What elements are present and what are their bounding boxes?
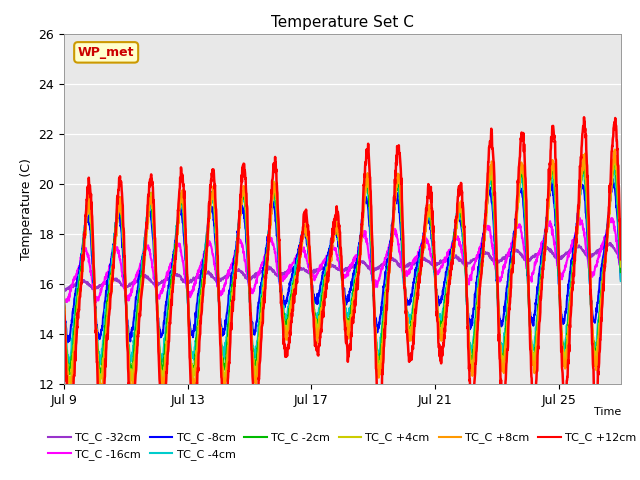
TC_C -16cm bbox=[316, 262, 324, 268]
Text: Time: Time bbox=[593, 407, 621, 417]
TC_C -2cm bbox=[617, 269, 625, 275]
TC_C -8cm bbox=[609, 176, 616, 182]
TC_C +12cm bbox=[316, 335, 324, 340]
Line: TC_C -8cm: TC_C -8cm bbox=[64, 179, 621, 342]
TC_C -16cm bbox=[602, 234, 609, 240]
TC_C +8cm bbox=[60, 293, 68, 299]
TC_C -2cm bbox=[601, 256, 609, 262]
TC_C -4cm bbox=[89, 251, 97, 256]
TC_C -2cm bbox=[60, 298, 68, 303]
TC_C -4cm bbox=[601, 256, 609, 262]
TC_C +4cm bbox=[601, 255, 609, 261]
TC_C +8cm bbox=[89, 245, 97, 251]
TC_C -8cm bbox=[89, 262, 97, 267]
TC_C -2cm bbox=[499, 356, 506, 361]
TC_C -4cm bbox=[60, 296, 68, 301]
TC_C +12cm bbox=[617, 256, 625, 262]
TC_C -16cm bbox=[92, 300, 100, 305]
TC_C -4cm bbox=[499, 344, 506, 349]
Line: TC_C +8cm: TC_C +8cm bbox=[64, 149, 621, 401]
TC_C +8cm bbox=[617, 257, 625, 263]
TC_C -2cm bbox=[316, 307, 324, 312]
TC_C -4cm bbox=[331, 226, 339, 232]
TC_C -16cm bbox=[88, 279, 96, 285]
TC_C -32cm bbox=[601, 243, 609, 249]
TC_C -8cm bbox=[499, 318, 506, 324]
TC_C -32cm bbox=[60, 286, 68, 292]
TC_C -32cm bbox=[61, 288, 69, 294]
TC_C +8cm bbox=[611, 146, 619, 152]
TC_C +4cm bbox=[601, 260, 609, 266]
TC_C +12cm bbox=[60, 304, 68, 310]
TC_C +8cm bbox=[499, 364, 506, 370]
TC_C -4cm bbox=[601, 252, 609, 258]
TC_C +4cm bbox=[67, 384, 74, 390]
TC_C +8cm bbox=[331, 227, 339, 232]
TC_C -4cm bbox=[65, 362, 72, 368]
TC_C -32cm bbox=[606, 240, 614, 246]
TC_C -2cm bbox=[331, 228, 339, 233]
TC_C -2cm bbox=[89, 248, 97, 253]
TC_C +12cm bbox=[331, 215, 339, 220]
Line: TC_C +12cm: TC_C +12cm bbox=[64, 117, 621, 424]
TC_C -32cm bbox=[617, 252, 625, 258]
TC_C -8cm bbox=[331, 224, 339, 229]
TC_C +12cm bbox=[97, 421, 105, 427]
TC_C -8cm bbox=[60, 300, 68, 306]
TC_C +12cm bbox=[88, 222, 96, 228]
TC_C -2cm bbox=[65, 372, 72, 377]
TC_C +12cm bbox=[602, 259, 609, 264]
Legend: TC_C -32cm, TC_C -16cm, TC_C -8cm, TC_C -4cm, TC_C -2cm, TC_C +4cm, TC_C +8cm, T: TC_C -32cm, TC_C -16cm, TC_C -8cm, TC_C … bbox=[44, 428, 640, 464]
TC_C -16cm bbox=[617, 268, 625, 274]
TC_C -8cm bbox=[617, 276, 625, 282]
TC_C +12cm bbox=[601, 264, 609, 270]
Line: TC_C +4cm: TC_C +4cm bbox=[64, 155, 621, 387]
TC_C -8cm bbox=[601, 244, 609, 250]
Line: TC_C -32cm: TC_C -32cm bbox=[64, 243, 621, 291]
TC_C +8cm bbox=[601, 257, 609, 263]
TC_C -32cm bbox=[316, 267, 324, 273]
TC_C -4cm bbox=[316, 299, 324, 304]
TC_C -32cm bbox=[499, 255, 506, 261]
Y-axis label: Temperature (C): Temperature (C) bbox=[20, 158, 33, 260]
TC_C -8cm bbox=[316, 283, 324, 288]
TC_C -32cm bbox=[331, 264, 339, 269]
TC_C -2cm bbox=[611, 158, 619, 164]
Line: TC_C -16cm: TC_C -16cm bbox=[64, 218, 621, 302]
TC_C +12cm bbox=[499, 397, 506, 403]
Line: TC_C -2cm: TC_C -2cm bbox=[64, 161, 621, 374]
TC_C +8cm bbox=[66, 398, 74, 404]
TC_C +4cm bbox=[60, 299, 68, 305]
TC_C +4cm bbox=[499, 354, 506, 360]
TC_C +4cm bbox=[611, 152, 618, 157]
TC_C +4cm bbox=[331, 228, 339, 234]
TC_C +4cm bbox=[316, 313, 324, 319]
TC_C -4cm bbox=[611, 166, 618, 171]
Text: WP_met: WP_met bbox=[78, 46, 134, 59]
Line: TC_C -4cm: TC_C -4cm bbox=[64, 168, 621, 365]
TC_C -16cm bbox=[601, 234, 609, 240]
TC_C -32cm bbox=[601, 243, 609, 249]
TC_C -16cm bbox=[60, 297, 68, 302]
TC_C +8cm bbox=[601, 263, 609, 268]
TC_C +12cm bbox=[580, 114, 588, 120]
TC_C +4cm bbox=[617, 264, 625, 270]
Title: Temperature Set C: Temperature Set C bbox=[271, 15, 414, 30]
TC_C +4cm bbox=[89, 241, 97, 247]
TC_C -2cm bbox=[601, 256, 609, 262]
TC_C -16cm bbox=[576, 215, 584, 221]
TC_C -8cm bbox=[64, 339, 72, 345]
TC_C -32cm bbox=[89, 285, 97, 290]
TC_C -16cm bbox=[499, 270, 506, 276]
TC_C -16cm bbox=[331, 247, 339, 253]
TC_C -4cm bbox=[617, 278, 625, 284]
TC_C +8cm bbox=[316, 316, 324, 322]
TC_C -8cm bbox=[601, 243, 609, 249]
